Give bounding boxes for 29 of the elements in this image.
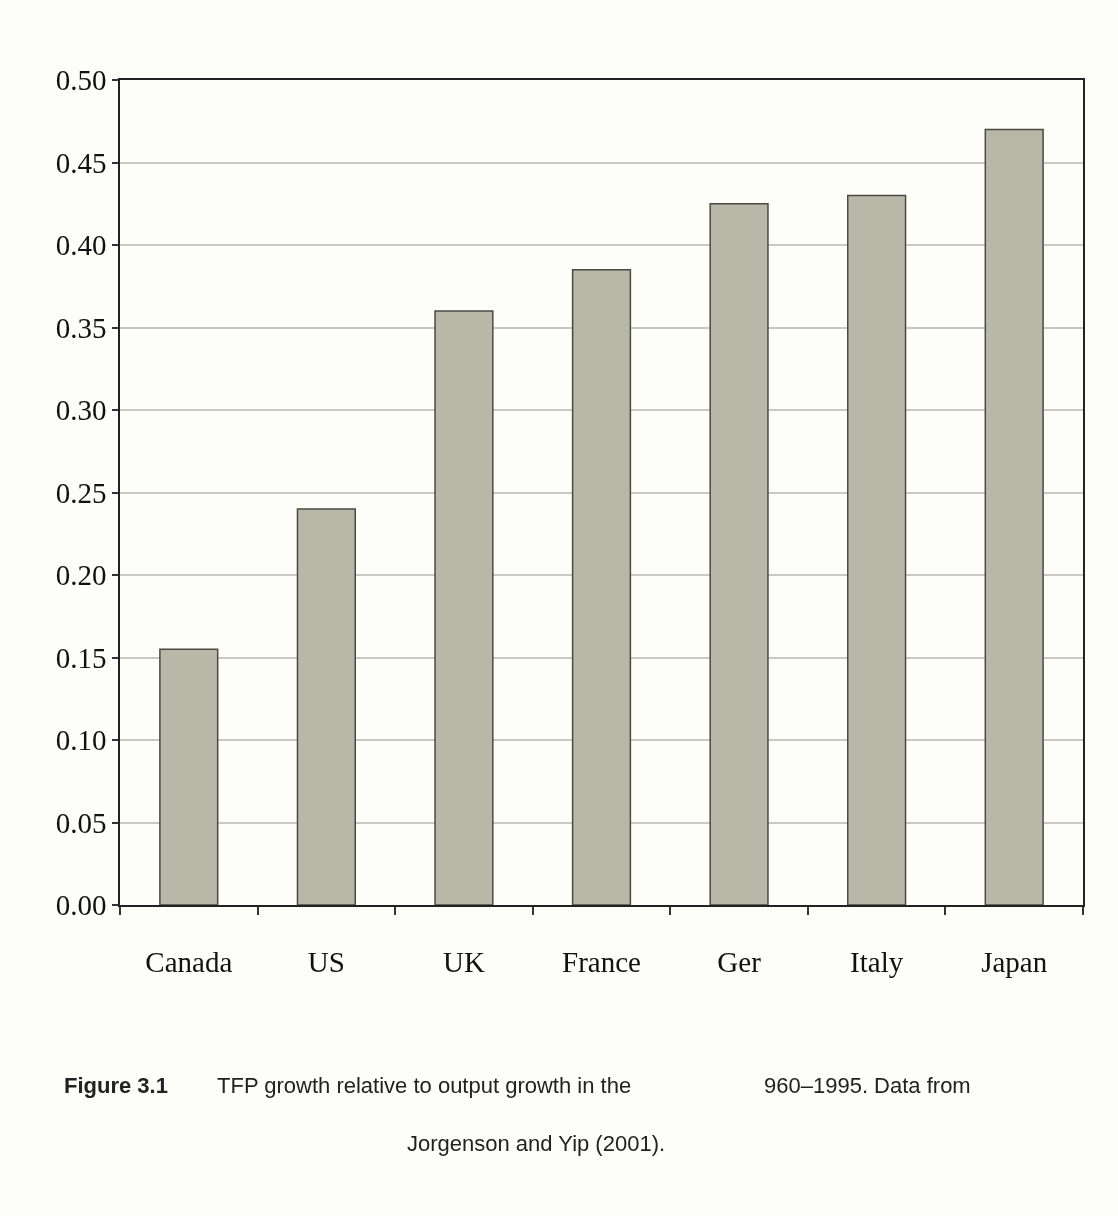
x-tick-label: Italy [850,945,904,978]
y-tick-label: 0.50 [55,64,107,97]
bar [984,128,1044,905]
bar [296,508,356,905]
y-tick-label: 0.40 [55,229,107,262]
y-tick-label: 0.00 [55,889,107,922]
text: Jorgenson and Yip (2001). [407,1131,666,1156]
y-tick-label: 0.30 [55,394,107,427]
bar [847,194,907,905]
y-tick-label: 0.35 [55,311,107,344]
x-tick-label: UK [442,945,485,978]
y-tick-label: 0.25 [55,476,107,509]
bar [159,648,219,905]
text: TFP growth relative to output growth in the [217,1073,632,1098]
caption: Figure 3.1 [64,1073,168,1098]
x-tick-label: Canada [145,945,233,978]
y-tick-label: 0.20 [55,559,107,592]
y-tick-label: 0.10 [55,724,107,757]
y-tick-label: 0.15 [55,641,107,674]
x-tick-label: US [307,945,345,978]
x-tick-label: Ger [717,945,762,978]
bar [434,310,494,905]
x-tick-label: France [562,945,641,978]
bar [571,269,632,905]
y-tick-label: 0.05 [55,806,107,839]
text: 960–1995. Data from [764,1073,971,1098]
x-tick-label: Japan [981,945,1048,978]
bar [709,203,769,905]
y-tick-label: 0.45 [55,146,107,179]
